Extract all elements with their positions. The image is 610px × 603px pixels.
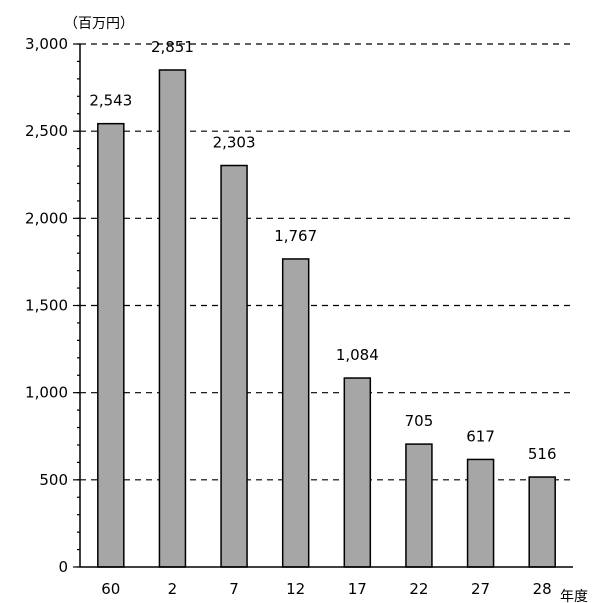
data-label: 2,543 [89,92,132,110]
data-labels: 2,543 2,851 2,303 1,767 1,084 705 617 516 [89,38,556,463]
bar [405,443,433,568]
data-label: 516 [528,445,557,463]
y-ticks: 0 500 1,000 1,500 2,000 2,500 3,000 [25,35,80,576]
bar [466,458,495,568]
data-label: 1,767 [274,227,317,245]
y-tick-label: 2,000 [25,209,68,227]
x-axis-unit-label: 年度 [560,589,588,603]
y-tick-label: 3,000 [25,35,68,53]
x-tick-label: 2 [168,580,178,598]
x-tick-label: 28 [533,580,552,598]
gridlines [80,43,573,481]
data-label: 1,084 [336,346,379,364]
x-tick-label: 22 [409,580,428,598]
data-label: 617 [466,427,495,445]
x-tick-label: 27 [471,580,490,598]
data-label: 705 [405,412,434,430]
bars [97,69,556,568]
bar [343,377,372,568]
y-tick-label: 0 [58,558,68,576]
x-tick-label: 17 [348,580,367,598]
bar [158,69,187,568]
bar [220,164,248,568]
x-tick-label: 7 [229,580,239,598]
y-tick-label: 1,500 [25,297,68,315]
bar [281,258,310,568]
data-label: 2,303 [213,134,256,152]
x-tick-label: 60 [101,580,120,598]
x-tick-labels: 60 2 7 12 17 22 27 28 [101,580,551,598]
bar [528,476,556,568]
y-tick-label: 500 [39,471,68,489]
y-tick-label: 2,500 [25,122,68,140]
y-axis-unit-label: （百万円） [64,16,134,32]
x-tick-label: 12 [286,580,305,598]
data-label: 2,851 [151,38,194,56]
bar [97,122,125,568]
y-tick-label: 1,000 [25,384,68,402]
